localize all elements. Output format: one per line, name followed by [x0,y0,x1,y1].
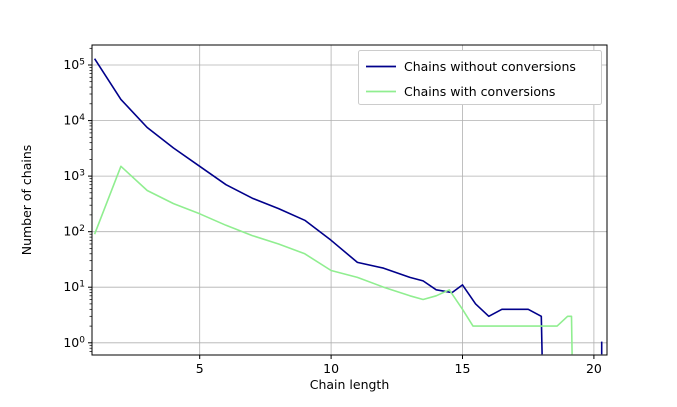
legend-frame [358,50,602,105]
legend-label-with-conversions: Chains with conversions [404,84,555,99]
legend: Chains without conversions Chains with c… [358,50,602,105]
plot-area: 5 10 15 20 100 101 102 103 104 105 [63,44,608,376]
y-axis-label: Number of chains [19,145,34,256]
x-tick-label: 5 [196,361,204,376]
x-tick-label: 10 [323,361,339,376]
y-tick-label: 102 [63,224,85,239]
y-tick-label: 101 [63,279,85,294]
plot-frame [91,44,608,356]
y-tick-label: 104 [63,113,85,128]
y-tick-label: 105 [63,57,85,72]
y-tick-label: 100 [63,335,85,350]
series-line-1 [93,165,573,355]
x-axis-label: Chain length [310,377,390,392]
series-line-0 [93,58,543,355]
y-tick-label: 103 [63,168,85,183]
legend-label-without-conversions: Chains without conversions [404,59,576,74]
x-tick-label: 15 [455,361,471,376]
x-tick-label: 20 [586,361,602,376]
